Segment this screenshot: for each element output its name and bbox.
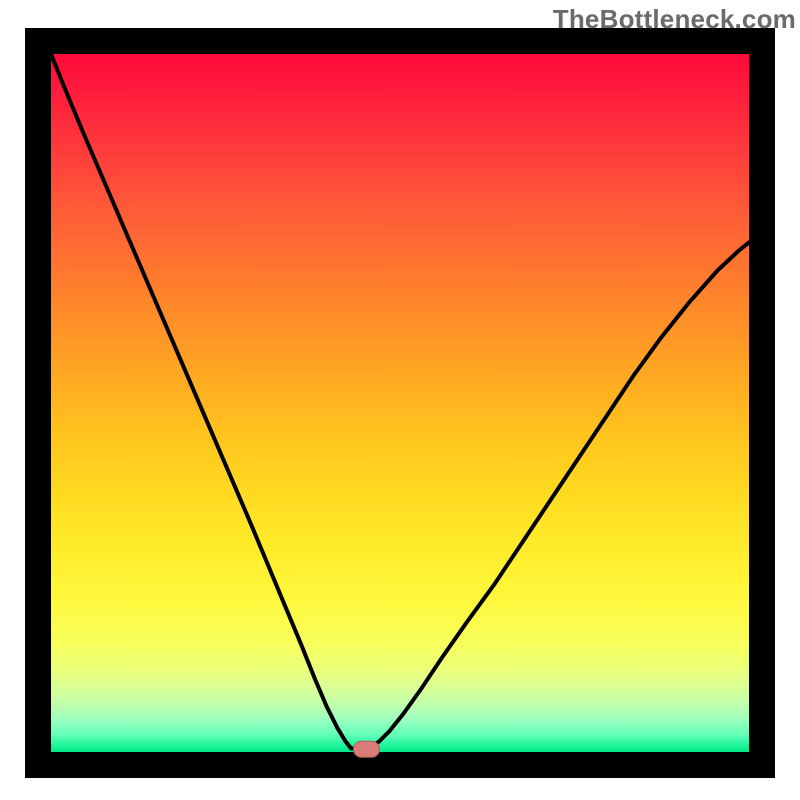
bottleneck-chart [0, 0, 800, 800]
watermark-text: TheBottleneck.com [553, 4, 796, 35]
optimal-marker [354, 741, 380, 757]
plot-background [51, 54, 749, 752]
